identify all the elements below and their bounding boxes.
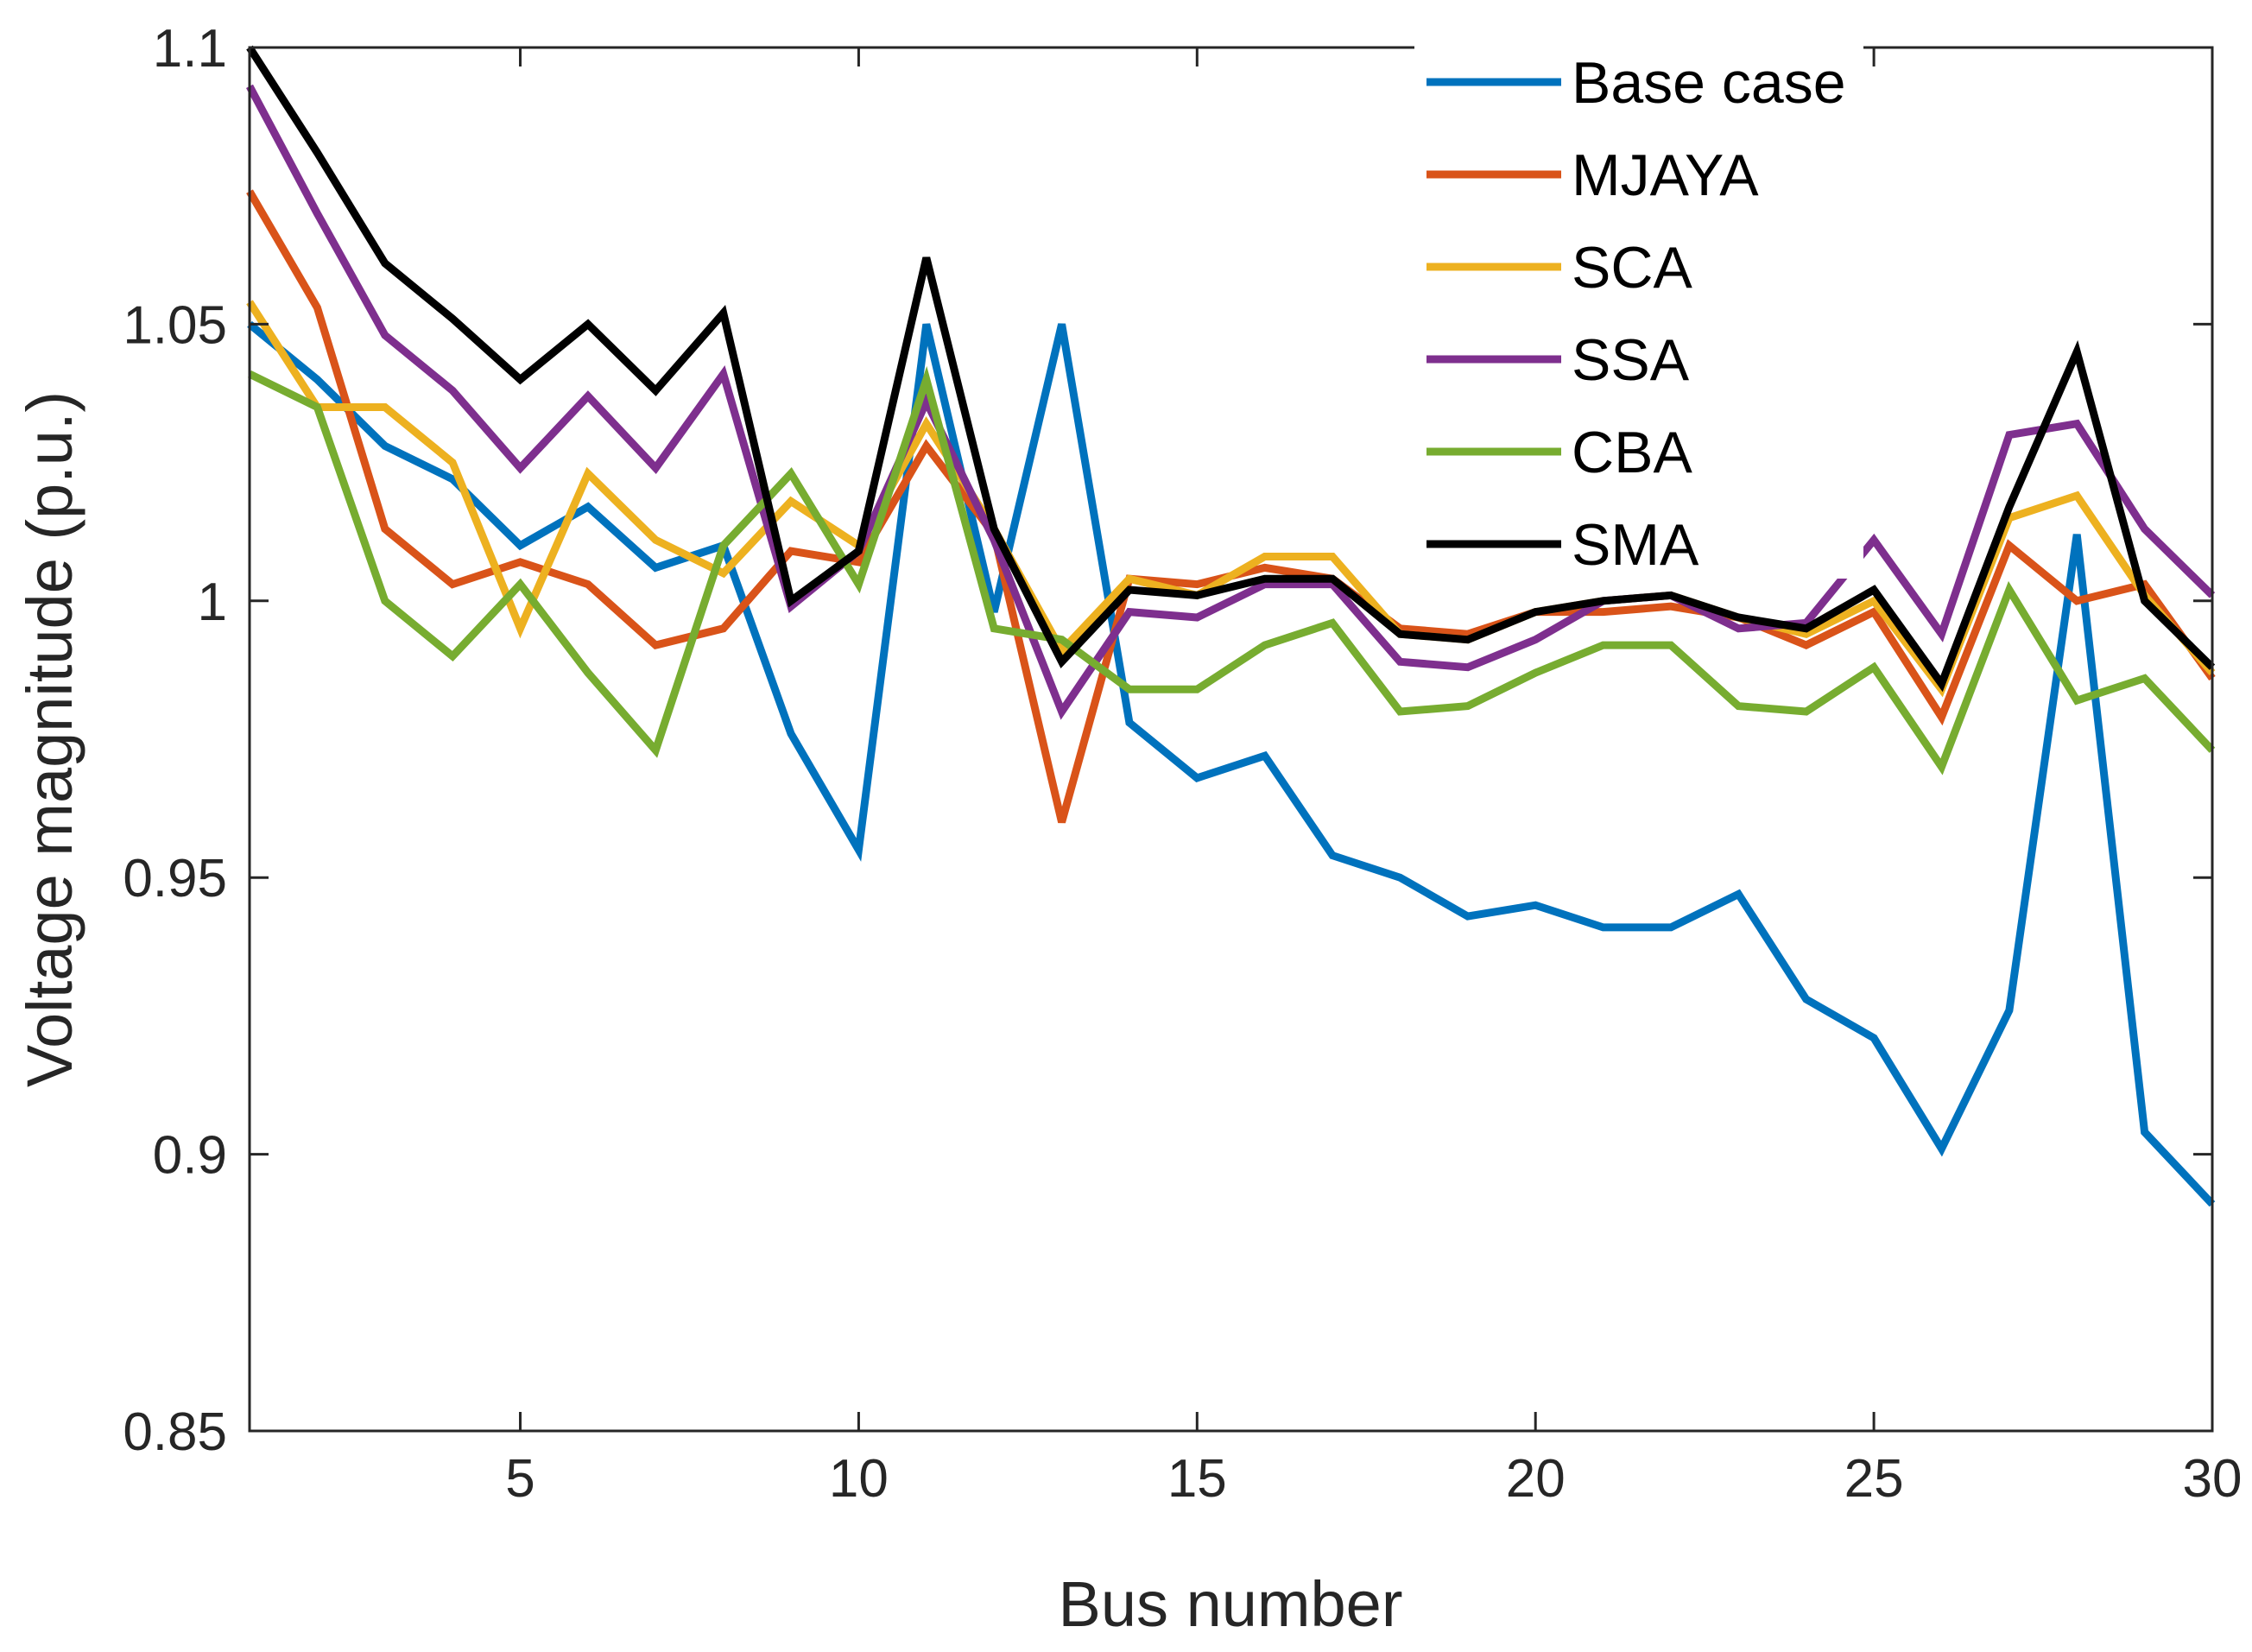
series-line-sma: [246, 45, 2216, 693]
y-tick-label: 0.95: [123, 849, 227, 908]
x-tick-label: 15: [1167, 1449, 1227, 1509]
y-tick-label: 1.1: [153, 19, 227, 79]
legend-label-cba: CBA: [1572, 420, 1692, 485]
y-tick-label: 0.85: [123, 1402, 227, 1462]
legend-label-sma: SMA: [1572, 512, 1699, 578]
y-tick-label: 0.9: [153, 1126, 227, 1186]
legend-box: [1414, 26, 1863, 579]
y-tick-label: 1: [198, 573, 227, 632]
legend-label-base-case: Base case: [1572, 50, 1846, 116]
x-tick-label: 10: [829, 1449, 889, 1509]
legend: Base case MJAYA SCA SSA CBA SMA: [1414, 26, 1863, 579]
plot-area: [250, 47, 2212, 1431]
x-tick-label: 20: [1506, 1449, 1566, 1509]
legend-label-mjaya: MJAYA: [1572, 142, 1759, 208]
series-line-sca: [246, 300, 2216, 698]
x-tick-label: 25: [1844, 1449, 1904, 1509]
series-line-cba: [248, 365, 2216, 775]
x-axis-label: Bus number: [1059, 1568, 1403, 1640]
series-layer: [246, 45, 2216, 1207]
x-tick-label: 30: [2183, 1449, 2243, 1509]
y-tick-label: 1.05: [123, 295, 227, 355]
legend-label-ssa: SSA: [1572, 327, 1690, 393]
axes-box: [248, 46, 2214, 1433]
series-line-base-case: [247, 320, 2216, 1207]
x-tick-label: 5: [505, 1449, 535, 1509]
y-axis-label: Voltage magnitude (p.u.): [14, 391, 85, 1087]
series-line-ssa: [246, 84, 2216, 720]
tick-layer: 5 10 15 20 25 30 0.85 0.9 0.95 1 1.05 1.1: [123, 19, 2242, 1509]
legend-label-sca: SCA: [1572, 235, 1692, 301]
